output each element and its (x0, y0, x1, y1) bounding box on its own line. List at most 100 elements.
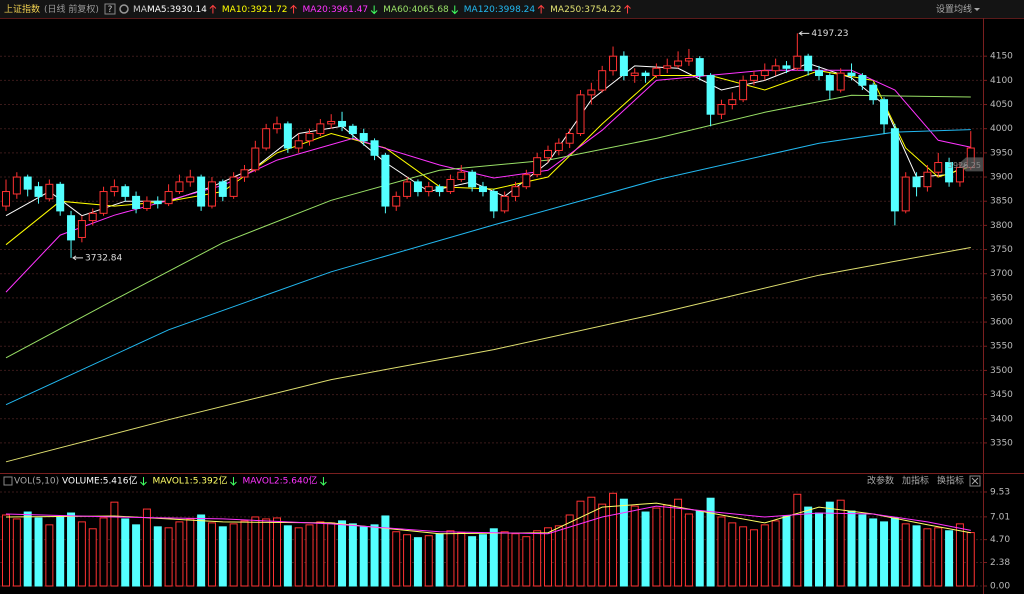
volume-bar (901, 523, 910, 587)
legend-entry: MA5:3930.14 (147, 5, 207, 15)
candle-body (132, 195, 141, 209)
y-tick-label: 3850 (990, 197, 1013, 207)
candle-body (695, 58, 704, 77)
y-tick-label: 4.70 (990, 535, 1010, 545)
candle-body (164, 191, 173, 205)
ma-line (5, 505, 971, 535)
candle-body (804, 55, 813, 72)
candle-body (435, 186, 444, 193)
candle-body (186, 176, 195, 183)
settings-button[interactable]: 设置均线 (936, 3, 972, 15)
volume-bar (403, 534, 412, 587)
volume-bar (413, 537, 422, 587)
candle-body (305, 133, 314, 142)
toolbar-button[interactable]: 加指标 (902, 475, 929, 487)
ma-line (5, 247, 971, 463)
candle-body (739, 79, 748, 101)
candle-body (912, 176, 921, 188)
toolbar-button[interactable]: 换指标 (937, 475, 964, 487)
candle-body (760, 70, 769, 77)
candle-body (413, 181, 422, 193)
y-tick-label: 3450 (990, 390, 1013, 400)
legend-entry: MA60:4065.68 (383, 5, 449, 15)
candle-body (880, 99, 889, 125)
y-tick-label: 4050 (990, 100, 1013, 110)
candle-body (283, 123, 292, 149)
info-icon[interactable] (3, 476, 13, 486)
volume-bar (186, 518, 195, 587)
volume-bar (663, 504, 672, 587)
candle-body (34, 186, 43, 197)
candle-body (630, 72, 639, 77)
candle-body (554, 142, 563, 151)
candle-body (706, 75, 715, 115)
candle-body (587, 89, 596, 96)
volume-bar (587, 496, 596, 587)
y-tick-label: 2.38 (990, 558, 1010, 568)
candle-body (565, 133, 574, 144)
candle-body (869, 84, 878, 101)
candle-body (782, 65, 791, 69)
close-button[interactable] (971, 477, 979, 485)
legend-entry: MAVOL2:5.640亿 (242, 475, 317, 487)
volume-bar (457, 532, 466, 587)
volume-bar (381, 515, 390, 587)
help-icon[interactable] (104, 3, 116, 15)
volume-bar (544, 527, 552, 587)
legend-entry: MA10:3921.72 (222, 5, 288, 15)
candle-body (641, 72, 650, 77)
candle-body (684, 58, 693, 62)
candle-body (598, 70, 607, 91)
volume-bar (175, 521, 184, 587)
volume-bar (348, 523, 357, 587)
y-tick-label: 3800 (990, 221, 1013, 231)
candle-body (955, 166, 964, 183)
y-tick-label: 4000 (990, 124, 1013, 134)
candle-body (218, 181, 227, 197)
candle-body (262, 128, 271, 149)
candle-body (56, 183, 65, 212)
candle-body (153, 200, 162, 205)
candle-body (207, 181, 216, 207)
candle-body (45, 183, 54, 200)
gear-icon[interactable] (119, 4, 129, 14)
volume-bar (782, 515, 791, 587)
volume-bar (836, 499, 845, 587)
y-tick-label: 3750 (990, 245, 1013, 255)
candle-body (847, 72, 856, 77)
volume-bar (880, 521, 889, 587)
volume-bar (890, 517, 899, 587)
price-tag (958, 157, 983, 172)
candle-body (749, 75, 758, 81)
y-tick-label: 4150 (990, 52, 1013, 62)
candle-body (717, 104, 726, 115)
candle-body (468, 171, 477, 188)
toolbar-button[interactable]: 改参数 (867, 475, 894, 487)
ma-line (5, 129, 971, 406)
dropdown-icon[interactable] (974, 8, 980, 11)
volume-bar (825, 501, 834, 587)
candle-body (110, 186, 119, 193)
volume-bar (468, 536, 477, 587)
volume-bar (153, 526, 162, 587)
volume-bar (294, 527, 303, 587)
help-icon[interactable]: ? (108, 5, 113, 15)
candle-body (533, 157, 542, 176)
trend-arrow (370, 5, 378, 15)
volume-bar (56, 516, 65, 587)
volume-bar (847, 510, 856, 587)
extreme-label: 4197.23 (811, 29, 848, 39)
volume-bar (164, 527, 173, 587)
trend-arrow (209, 4, 217, 14)
candle-body (500, 195, 509, 212)
volume-bar (142, 508, 151, 587)
close-button[interactable] (969, 475, 981, 487)
volume-bar (327, 522, 336, 587)
candle-body (544, 149, 552, 159)
candle-body (771, 65, 780, 72)
candle-body (890, 128, 899, 212)
volume-bar (359, 526, 368, 587)
volume-bar (652, 507, 661, 587)
volume-bar (554, 525, 563, 587)
volume-bar (695, 510, 704, 587)
